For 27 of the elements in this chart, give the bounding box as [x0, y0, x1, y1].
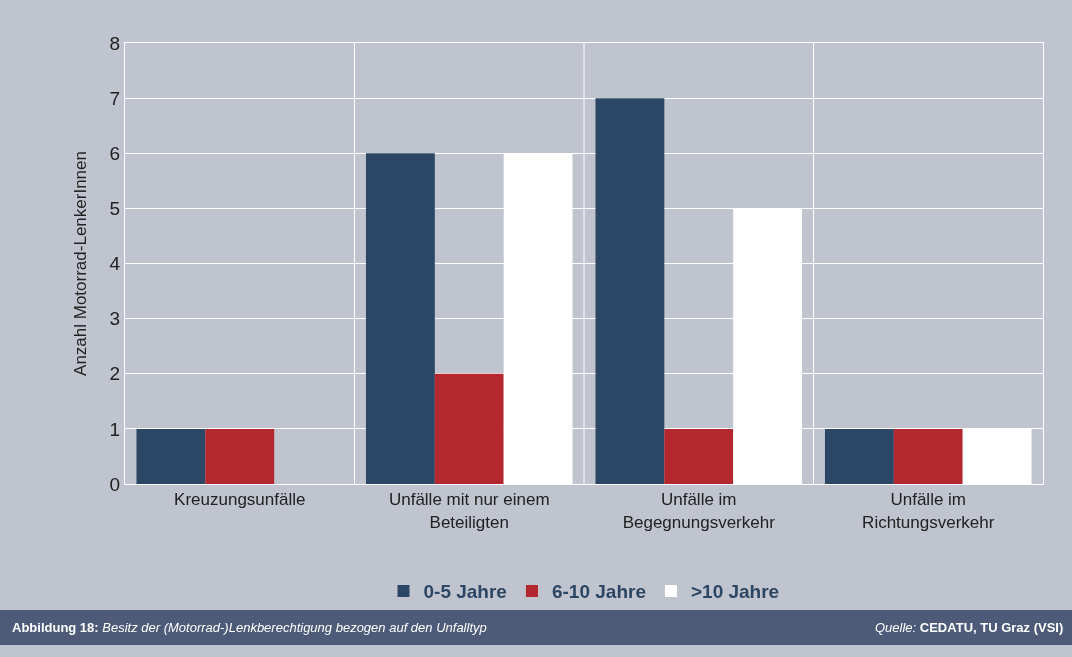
x-tick-label: Unfälle mit nur einem Beteiligten [388, 490, 550, 532]
bar [205, 428, 275, 484]
bar [365, 153, 435, 484]
legend-label: 6-10 Jahre [551, 581, 646, 603]
bar [434, 373, 504, 484]
y-tick-label: 0 [109, 473, 121, 495]
y-axis-title: Anzahl Motorrad-LenkerInnen [71, 151, 91, 376]
bar [595, 98, 665, 484]
y-tick-label: 6 [109, 142, 121, 164]
y-tick-label: 3 [109, 308, 121, 330]
y-tick-label: 4 [109, 253, 121, 275]
y-tick-label: 8 [109, 32, 121, 54]
source-note: Quelle: CEDATU, TU Graz (VSI) [875, 620, 1064, 635]
y-tick-label: 5 [109, 198, 121, 220]
legend-label: >10 Jahre [690, 581, 780, 603]
bar [664, 428, 734, 484]
x-tick-label: Unfälle im Richtungsverkehr [862, 490, 995, 532]
text: Abbildung 18: Besitz der (Motorrad-)Lenkberechtigung bezogen auf den Unfalltyp [12, 620, 487, 635]
bar [893, 428, 963, 484]
x-tick-label: Unfälle im Begegnungsverkehr [622, 490, 776, 532]
x-tick-label: Kreuzungsunfälle [174, 490, 306, 510]
legend-label: 0-5 Jahre [423, 581, 507, 603]
y-tick-label: 7 [109, 87, 121, 109]
bar [824, 428, 894, 484]
bar [136, 428, 206, 484]
y-tick-label: 2 [109, 363, 121, 385]
y-tick-label: 1 [109, 418, 121, 440]
